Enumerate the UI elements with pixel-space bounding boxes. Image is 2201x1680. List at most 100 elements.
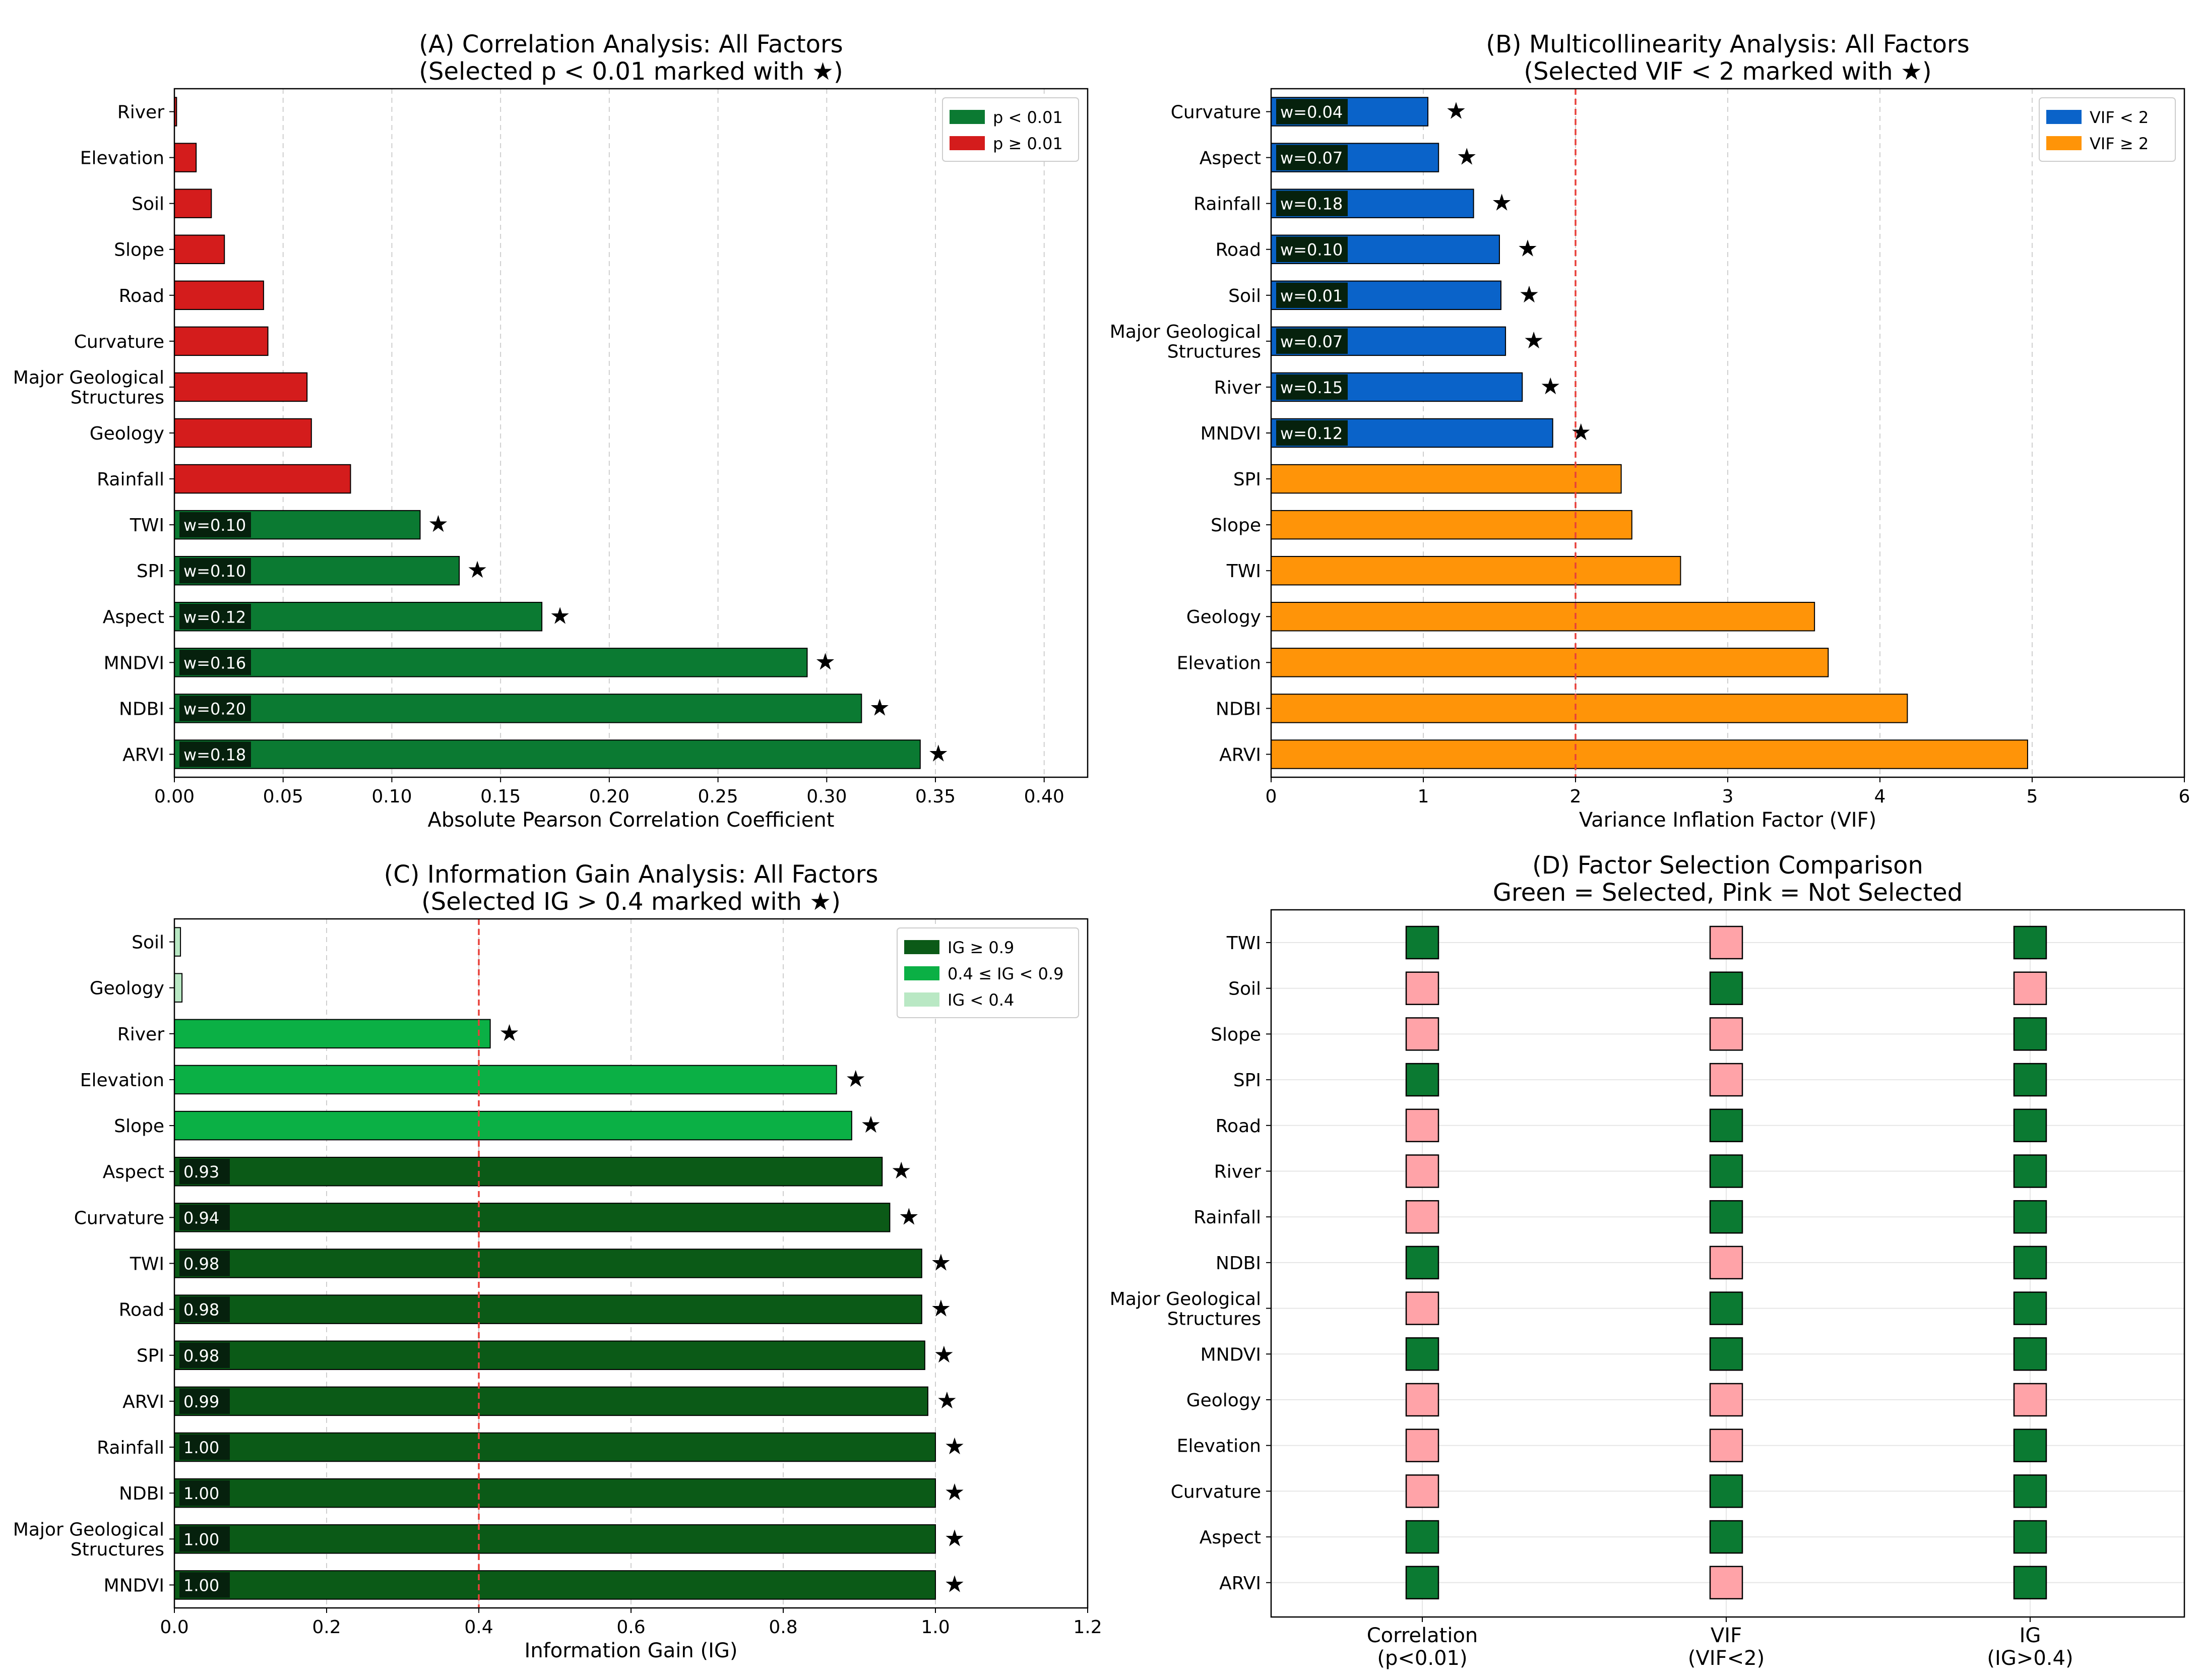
legend-label: IG < 0.4 — [948, 990, 1014, 1010]
row-label-line: Major Geological — [1110, 1289, 1261, 1310]
selected-cell — [1405, 1337, 1439, 1371]
bar — [174, 143, 197, 172]
chart-subtitle: (Selected VIF < 2 marked with ★) — [1524, 57, 1931, 86]
y-tick-label-line: Elevation — [80, 148, 164, 169]
legend-label: p ≥ 0.01 — [993, 134, 1063, 153]
selected-cell — [1709, 1474, 1743, 1508]
not-selected-cell — [1405, 1200, 1439, 1234]
selected-cell — [2013, 1246, 2047, 1280]
y-tick-label-line: Structures — [1167, 342, 1261, 362]
selected-cell — [1405, 1520, 1439, 1554]
x-tick-label: 1 — [1418, 786, 1429, 807]
x-tick-label: 0.40 — [1024, 786, 1064, 807]
selected-star: ★ — [499, 1019, 520, 1046]
y-tick-label-line: TWI — [130, 1254, 164, 1274]
chart-subtitle: Green = Selected, Pink = Not Selected — [1493, 879, 1963, 907]
weight-label-box — [179, 1480, 230, 1506]
bar — [174, 1340, 925, 1371]
selected-star: ★ — [815, 648, 836, 675]
legend-swatch — [950, 136, 985, 150]
bar — [1271, 602, 1815, 632]
y-tick-label: NDBI — [1216, 699, 1261, 719]
y-tick-label: TWI — [1226, 561, 1261, 582]
row-label: MNDVI — [1201, 1344, 1261, 1365]
row-label-line: Rainfall — [1193, 1207, 1261, 1228]
bar — [174, 1570, 936, 1600]
chart-subtitle: (Selected p < 0.01 marked with ★) — [419, 57, 843, 86]
x-tick-label: 0.10 — [371, 786, 412, 807]
bar — [174, 326, 269, 356]
row-label: Curvature — [1171, 1481, 1261, 1502]
y-tick-label-line: Aspect — [1200, 148, 1261, 169]
column-label-line: VIF — [1711, 1624, 1742, 1647]
row-label: ARVI — [1219, 1573, 1261, 1594]
selected-cell — [2013, 1017, 2047, 1051]
legend-label: IG ≥ 0.9 — [948, 938, 1014, 957]
y-tick-label: Geology — [1186, 607, 1261, 628]
selected-cell — [1709, 1337, 1743, 1371]
selected-star: ★ — [1491, 189, 1512, 216]
y-tick-label-line: NDBI — [1216, 699, 1261, 719]
bar — [174, 739, 921, 769]
y-tick-label-line: MNDVI — [1201, 423, 1261, 444]
x-tick-label: 1.2 — [1073, 1617, 1102, 1638]
bar — [1271, 694, 1908, 723]
y-tick-label: ARVI — [1219, 744, 1261, 765]
y-tick-label-line: Elevation — [1177, 653, 1261, 673]
x-tick-label: 0.35 — [915, 786, 956, 807]
x-tick-label: 0.05 — [263, 786, 303, 807]
weight-label: w=0.10 — [183, 562, 246, 581]
y-tick-label: Rainfall — [97, 469, 164, 490]
y-tick-label-line: Road — [119, 1300, 164, 1321]
y-tick-label: ARVI — [122, 744, 164, 765]
x-tick-label: 0.25 — [698, 786, 738, 807]
selected-star: ★ — [899, 1203, 919, 1230]
y-tick-label: Soil — [1228, 286, 1261, 306]
bar — [174, 648, 808, 677]
not-selected-cell — [1709, 1428, 1743, 1462]
x-tick-label: 0.6 — [616, 1617, 645, 1638]
weight-label-box — [179, 557, 251, 584]
not-selected-cell — [1709, 1017, 1743, 1051]
weight-label-box — [179, 741, 251, 767]
bar — [174, 1065, 837, 1095]
row-label-line: SPI — [1233, 1070, 1261, 1091]
row-label-line: Slope — [1211, 1024, 1261, 1045]
selected-cell — [2013, 1566, 2047, 1600]
selected-star: ★ — [1570, 418, 1591, 446]
weight-label-box — [179, 1434, 230, 1460]
row-label-line: NDBI — [1216, 1253, 1261, 1274]
y-tick-label-line: ARVI — [122, 1392, 164, 1412]
selected-cell — [1709, 1108, 1743, 1143]
bar — [174, 1478, 936, 1508]
weight-label-box — [179, 604, 251, 630]
y-tick-label-line: Slope — [114, 1116, 164, 1137]
y-tick-label-line: River — [117, 1024, 164, 1045]
y-tick-label: Elevation — [80, 148, 164, 169]
column-label-line: (VIF<2) — [1688, 1647, 1765, 1670]
bar — [1271, 464, 1622, 494]
row-label-line: ARVI — [1219, 1573, 1261, 1594]
selected-star: ★ — [891, 1157, 912, 1184]
legend-label: VIF ≥ 2 — [2090, 134, 2149, 153]
legend-swatch — [950, 110, 985, 124]
bar — [1271, 510, 1632, 540]
y-tick-label-line: TWI — [1226, 561, 1261, 582]
y-tick-label: NDBI — [119, 699, 164, 719]
y-tick-label-line: Structures — [71, 1539, 164, 1560]
weight-label-box — [179, 1526, 230, 1552]
legend-label: 0.4 ≤ IG < 0.9 — [948, 964, 1063, 983]
weight-label: w=0.15 — [1280, 378, 1343, 397]
row-label-line: Curvature — [1171, 1481, 1261, 1502]
selected-star: ★ — [930, 1295, 951, 1322]
not-selected-cell — [1709, 1063, 1743, 1097]
selected-star: ★ — [860, 1111, 881, 1138]
axes-frame — [1270, 909, 2185, 1618]
selected-cell — [2013, 1154, 2047, 1188]
selected-star: ★ — [845, 1065, 866, 1092]
selected-star: ★ — [936, 1387, 957, 1414]
y-tick-label: River — [117, 102, 164, 122]
row-label: NDBI — [1216, 1253, 1261, 1274]
y-tick-label: Road — [119, 286, 164, 306]
y-tick-label: NDBI — [119, 1483, 164, 1504]
